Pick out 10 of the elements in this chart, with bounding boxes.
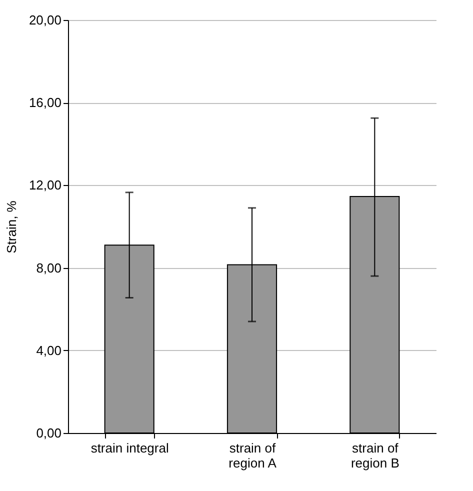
y-tick-label: 12,00 [28,178,62,193]
x-tick-label: strain integral [90,440,169,456]
y-tick-label: 16,00 [28,95,62,110]
x-tick-label: strain of region A [228,440,277,470]
y-tick-label: 4,00 [36,342,62,358]
y-tick-label: 20,00 [28,12,62,28]
y-tick-label: 8,00 [36,260,62,276]
y-axis-title: Strain, % [4,200,19,254]
y-tick-label: 0,00 [36,426,62,440]
x-tick-label: strain of region B [350,440,400,470]
